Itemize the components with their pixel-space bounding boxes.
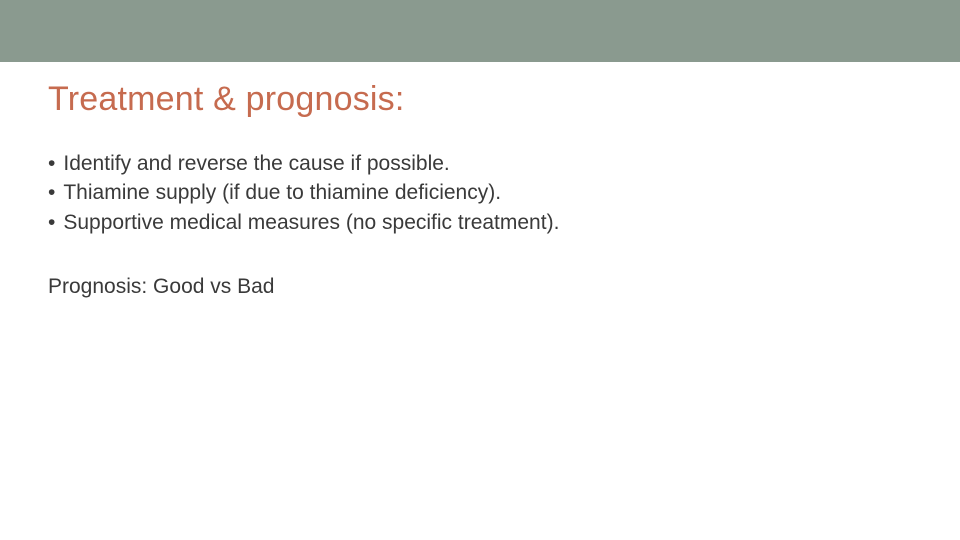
bullet-text: Identify and reverse the cause if possib… bbox=[63, 149, 449, 178]
bullet-text: Thiamine supply (if due to thiamine defi… bbox=[63, 178, 501, 207]
bullet-icon: • bbox=[48, 208, 55, 237]
prognosis-text: Prognosis: Good vs Bad bbox=[48, 275, 912, 299]
bullet-text: Supportive medical measures (no specific… bbox=[63, 208, 559, 237]
bullet-list: • Identify and reverse the cause if poss… bbox=[48, 149, 912, 237]
slide-title: Treatment & prognosis: bbox=[48, 80, 912, 119]
list-item: • Identify and reverse the cause if poss… bbox=[48, 149, 912, 178]
top-accent-bar bbox=[0, 0, 960, 62]
list-item: • Supportive medical measures (no specif… bbox=[48, 208, 912, 237]
list-item: • Thiamine supply (if due to thiamine de… bbox=[48, 178, 912, 207]
bullet-icon: • bbox=[48, 149, 55, 178]
bullet-icon: • bbox=[48, 178, 55, 207]
slide-content: Treatment & prognosis: • Identify and re… bbox=[0, 62, 960, 299]
